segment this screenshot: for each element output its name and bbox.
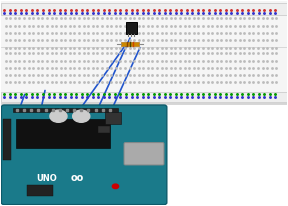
Bar [16,119,110,148]
Bar [1,4,287,15]
FancyBboxPatch shape [0,0,288,104]
Bar [1,92,287,102]
Bar [3,119,11,160]
Bar [98,126,110,133]
Bar [13,108,118,112]
FancyBboxPatch shape [1,105,167,205]
Circle shape [50,110,67,122]
Bar [126,22,137,34]
Text: oo: oo [70,173,84,183]
Bar [105,112,121,124]
Circle shape [112,184,119,188]
Text: UNO: UNO [37,174,57,183]
Bar [27,185,53,197]
FancyBboxPatch shape [124,143,164,165]
Circle shape [73,110,90,122]
Bar [121,42,139,46]
